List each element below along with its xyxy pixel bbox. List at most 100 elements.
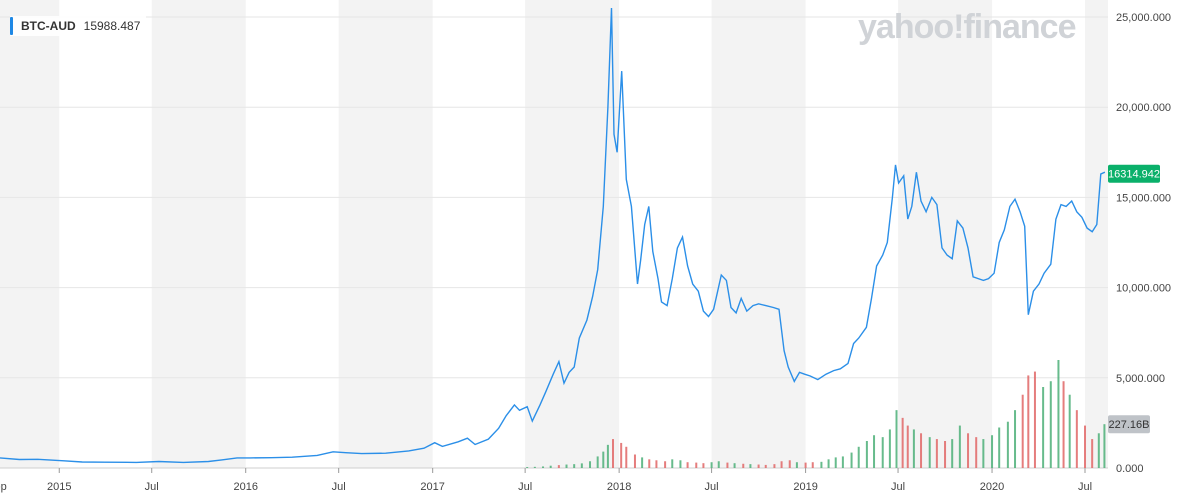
volume-bar — [542, 466, 545, 468]
volume-bar — [920, 433, 923, 468]
volume-bar — [834, 457, 837, 468]
volume-bar — [606, 444, 609, 468]
shaded-band — [1085, 0, 1108, 468]
volume-bar — [589, 461, 592, 468]
volume-bar — [865, 441, 868, 468]
value-markers: 16314.942 227.16B — [1108, 164, 1160, 434]
y-axis: 0.000 5,000.000 10,000.000 15,000.000 20,000… — [1116, 12, 1171, 475]
x-tick-label: 2017 — [420, 481, 444, 493]
volume-bar — [773, 464, 776, 468]
volume-bar — [612, 439, 615, 468]
legend-symbol: BTC-AUD — [21, 19, 76, 33]
volume-bar — [811, 462, 814, 468]
legend-value: 15988.487 — [83, 19, 141, 33]
volume-bar — [912, 429, 915, 468]
volume-bar — [895, 410, 898, 468]
x-tick-label: 2020 — [980, 481, 1004, 493]
x-tick-label: Jul — [1078, 481, 1092, 493]
price-marker-label: 16314.942 — [1108, 169, 1160, 181]
gridlines — [0, 16, 1108, 469]
volume-bar — [671, 459, 674, 468]
y-tick-label: 20,000.000 — [1116, 102, 1171, 114]
shaded-band — [898, 0, 993, 468]
x-tick-label: Sep — [0, 481, 7, 493]
volume-bar — [1049, 381, 1052, 468]
volume-bar — [648, 459, 651, 468]
volume-bar — [726, 462, 729, 468]
volume-bar — [679, 460, 682, 468]
volume-bar — [850, 452, 853, 468]
volume-bar — [695, 462, 698, 468]
volume-bar — [991, 435, 994, 468]
x-axis: Sep 2015 Jul 2016 Jul 2017 Jul 2018 Jul 2019 Jul 20… — [0, 468, 1092, 493]
y-tick-label: 5,000.000 — [1116, 373, 1165, 385]
volume-bar — [749, 464, 752, 468]
shaded-band — [0, 0, 60, 468]
volume-bar — [1042, 387, 1045, 468]
volume-bar — [780, 461, 783, 468]
volume-bar — [804, 462, 807, 468]
volume-bar — [526, 467, 529, 468]
volume-bar — [951, 439, 954, 468]
volume-bar — [580, 463, 583, 468]
x-tick-label: 2016 — [233, 481, 257, 493]
volume-bar — [733, 463, 736, 468]
x-tick-label: 2018 — [607, 481, 631, 493]
volume-bar — [702, 463, 705, 468]
volume-bar — [1075, 410, 1078, 468]
volume-bar — [710, 462, 713, 468]
volume-bar — [533, 466, 536, 468]
volume-bar — [827, 459, 830, 468]
volume-bar — [1068, 394, 1071, 468]
volume-bar — [549, 465, 552, 468]
volume-bar — [944, 441, 947, 468]
y-tick-label: 10,000.000 — [1116, 283, 1171, 295]
legend[interactable]: BTC-AUD 15988.487 — [10, 16, 147, 36]
y-tick-label: 15,000.000 — [1116, 192, 1171, 204]
volume-bar — [664, 461, 667, 468]
x-tick-label: 2019 — [793, 481, 817, 493]
x-tick-label: Jul — [518, 481, 532, 493]
volume-bar — [982, 439, 985, 468]
volume-bar — [841, 456, 844, 468]
volume-marker — [1108, 415, 1150, 434]
volume-bar — [881, 437, 884, 468]
volume-bar — [655, 460, 658, 468]
volume-bar — [717, 461, 720, 468]
x-tick-label: 2015 — [47, 481, 71, 493]
volume-bar — [857, 446, 860, 468]
volume-bar — [686, 462, 689, 468]
volume-bar — [565, 464, 568, 468]
volume-bar — [1057, 360, 1060, 468]
volume-bar — [1033, 371, 1036, 468]
volume-bar — [901, 417, 904, 468]
shaded-band — [338, 0, 433, 468]
volume-bar — [1021, 394, 1024, 468]
price-marker — [1108, 164, 1160, 183]
volume-bar — [788, 460, 791, 468]
shaded-band — [151, 0, 246, 468]
volume-bar — [1091, 439, 1094, 468]
x-tick-label: Jul — [705, 481, 719, 493]
series-line-btc-aud — [0, 7, 1106, 464]
volume-bar — [928, 437, 931, 468]
shaded-bands — [0, 0, 1108, 468]
volume-bar — [935, 439, 938, 468]
volume-bar — [958, 425, 961, 468]
x-tick-label: Jul — [145, 481, 159, 493]
volume-bar — [975, 437, 978, 468]
volume-marker-label: 227.16B — [1109, 419, 1150, 431]
shaded-band — [711, 0, 806, 468]
volume-bar — [998, 427, 1001, 468]
volume-bar — [625, 446, 628, 468]
y-tick-label: 25,000.000 — [1116, 12, 1171, 24]
volume-bars — [526, 360, 1106, 468]
volume-bar — [1062, 381, 1065, 468]
volume-bar — [620, 442, 623, 468]
volume-bar — [1084, 425, 1087, 468]
volume-bar — [967, 433, 970, 468]
volume-bar — [557, 465, 560, 468]
yahoo-finance-logo: yahoo!finance — [858, 8, 1076, 46]
volume-bar — [602, 451, 605, 468]
